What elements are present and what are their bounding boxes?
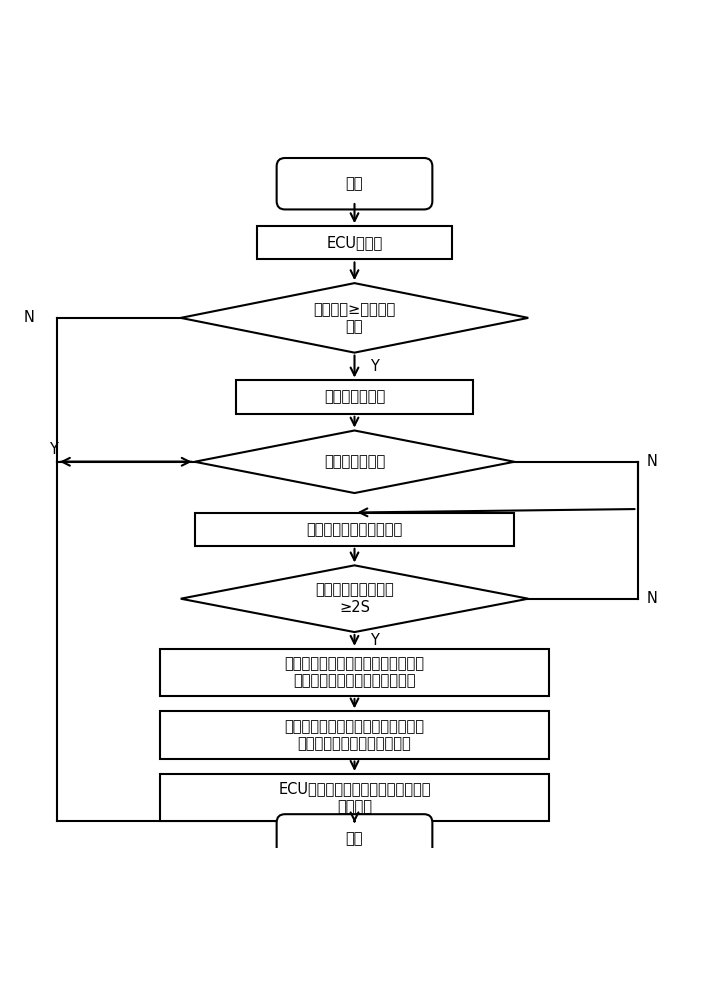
Text: N: N [647, 454, 657, 469]
Text: 电子机油尺测量时间
≥2S: 电子机油尺测量时间 ≥2S [315, 583, 394, 615]
Bar [160, 711, 549, 759]
Text: ECU初始化: ECU初始化 [326, 235, 383, 250]
Text: ECU获取修正后的机油液位，计算机
油消耗量: ECU获取修正后的机油液位，计算机 油消耗量 [278, 781, 431, 814]
Polygon shape [181, 565, 528, 632]
Text: 停车时间≥机油回油
时间: 停车时间≥机油回油 时间 [313, 302, 396, 334]
Text: N: N [647, 591, 657, 606]
Text: 电子机油尺上电: 电子机油尺上电 [324, 390, 385, 405]
Text: 电子机油尺测量机油电压: 电子机油尺测量机油电压 [306, 522, 403, 537]
Polygon shape [181, 283, 528, 353]
Bar [236, 380, 473, 414]
Bar [160, 649, 549, 696]
FancyBboxPatch shape [277, 158, 432, 209]
Text: 电子机油尺故障: 电子机油尺故障 [324, 454, 385, 469]
FancyBboxPatch shape [277, 814, 432, 863]
Text: 根据倾角传感器的信息和电子机油尺
的安装角度信息修正机油液位: 根据倾角传感器的信息和电子机油尺 的安装角度信息修正机油液位 [284, 719, 425, 751]
Text: 开始: 开始 [346, 176, 363, 191]
Text: Y: Y [370, 359, 379, 374]
Bar [195, 513, 514, 546]
Text: Y: Y [49, 442, 58, 457]
Text: N: N [23, 310, 35, 325]
Bar [257, 226, 452, 259]
Text: 结束: 结束 [346, 831, 363, 846]
Text: Y: Y [370, 633, 379, 648]
Text: 读取机油电压，查询预存机油电压与
机油液位曲线图，获取机油液位: 读取机油电压，查询预存机油电压与 机油液位曲线图，获取机油液位 [284, 656, 425, 689]
Polygon shape [195, 430, 514, 493]
Bar [160, 774, 549, 821]
